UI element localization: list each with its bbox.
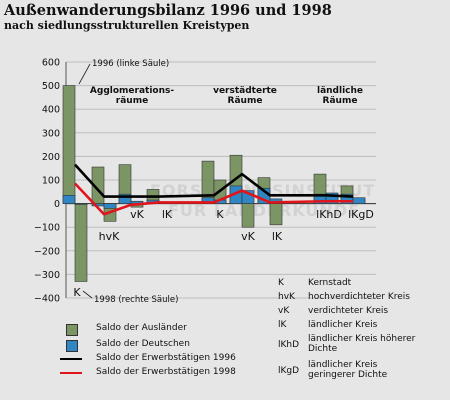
legend-swatch <box>66 340 78 352</box>
category-label: hvK <box>99 230 120 243</box>
bar-deutsche-1996 <box>118 193 132 204</box>
legend-label: Saldo der Ausländer <box>96 323 187 333</box>
group-label: ländliche <box>317 86 363 96</box>
abbreviation-code: hvK <box>278 292 295 302</box>
legend-swatch <box>66 324 78 336</box>
y-tick-label: −300 <box>34 270 60 281</box>
category-label: K <box>73 286 81 299</box>
category-label: lK <box>272 230 283 243</box>
abbreviation-code: K <box>278 278 284 288</box>
legend-swatch <box>60 372 82 374</box>
bar-auslaender-1996 <box>201 160 215 204</box>
legend-swatch <box>60 358 82 360</box>
annotation-leader <box>78 63 91 85</box>
abbreviation-code: lKgD <box>278 366 300 376</box>
y-tick-label: −400 <box>34 294 60 305</box>
legend-label: Saldo der Erwerbstätigen 1998 <box>96 367 236 377</box>
group-label: Räume <box>323 96 358 106</box>
bar-auslaender-1998 <box>74 203 88 282</box>
abbreviation-text: Kernstadt <box>308 278 352 288</box>
category-label: vK <box>241 230 256 243</box>
abbreviation-text: ländlicher Kreis geringerer Dichte <box>308 360 388 380</box>
category-label: lK <box>162 208 173 221</box>
abbreviation-text: ländlicher Kreis <box>308 320 378 330</box>
y-tick-label: 0 <box>54 199 60 210</box>
bar-deutsche-1998 <box>352 197 366 204</box>
y-tick-label: 500 <box>42 81 60 92</box>
bar-deutsche-1998 <box>325 192 339 204</box>
abbreviation-text: verdichteter Kreis <box>308 306 389 316</box>
chart-title: Außenwanderungsbilanz 1996 und 1998 <box>4 2 332 19</box>
y-tick-label: 400 <box>42 105 60 116</box>
y-tick-label: −100 <box>34 223 60 234</box>
group-label: Agglomerations- <box>90 86 174 96</box>
chart-subtitle: nach siedlungsstrukturellen Kreistypen <box>4 19 250 32</box>
abbreviation-code: vK <box>278 306 290 316</box>
line-erwerbstaetige-1998 <box>74 182 353 216</box>
y-tick-label: 600 <box>42 58 60 69</box>
annotation-leader <box>82 290 93 299</box>
abbreviation-text: ländlicher Kreis höherer Dichte <box>308 334 416 354</box>
category-label: lKhD <box>316 208 342 221</box>
y-tick-label: 200 <box>42 152 60 163</box>
annotation-1998: 1998 (rechte Säule) <box>94 295 178 305</box>
line-erwerbstaetige-1996 <box>74 163 354 198</box>
abbreviation-text: hochverdichteter Kreis <box>308 292 410 302</box>
abbreviation-code: lKhD <box>278 340 300 350</box>
annotation-1996: 1996 (linke Säule) <box>92 59 169 69</box>
category-label: K <box>216 208 224 221</box>
watermark-line-2: FÜR LÄNDERKUNDE <box>168 201 360 220</box>
group-label: Räume <box>228 96 263 106</box>
bar-auslaender-1998 <box>241 203 255 228</box>
chart-svg: 6005004003002001000−100−200−300−400FORSC… <box>34 58 376 305</box>
bar-auslaender-1996 <box>62 85 76 204</box>
bar-deutsche-1998 <box>103 203 117 209</box>
bar-auslaender-1998 <box>269 203 283 226</box>
legend-label: Saldo der Erwerbstätigen 1996 <box>96 353 236 363</box>
bar-deutsche-1996 <box>62 195 76 204</box>
legend-label: Saldo der Deutschen <box>96 339 190 349</box>
y-tick-label: 300 <box>42 128 60 139</box>
bar-deutsche-1998 <box>74 203 88 205</box>
group-label: räume <box>116 96 148 106</box>
group-label: verstädterte <box>213 86 277 96</box>
y-tick-label: −200 <box>34 246 60 257</box>
category-label: vK <box>130 208 145 221</box>
y-tick-label: 100 <box>42 176 60 187</box>
category-label: lKgD <box>348 208 374 221</box>
abbreviation-code: lK <box>278 320 287 330</box>
